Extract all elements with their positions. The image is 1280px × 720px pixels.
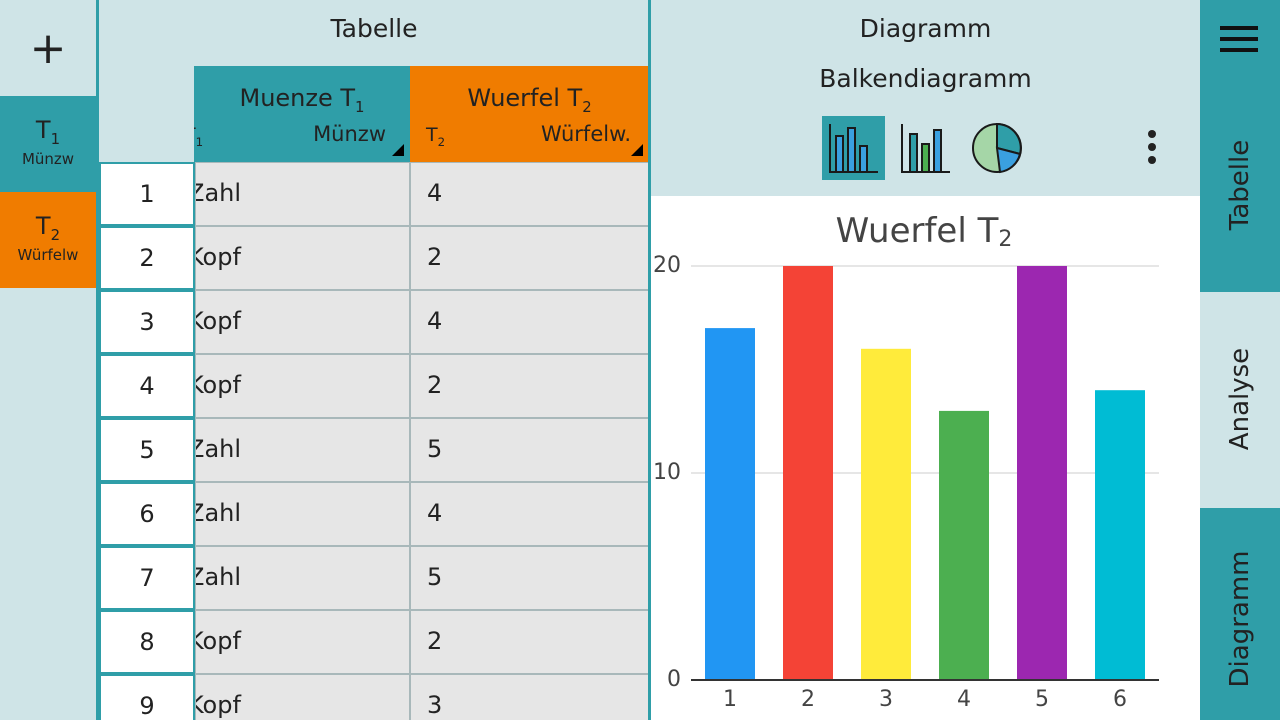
cell: Kopf [195,610,410,674]
column-var-sub: 1 [195,134,204,149]
column-header[interactable]: Wuerfel T2 T2 Würfelw. [410,66,649,162]
column-sub: 2 [582,97,592,116]
chart-kind: Balkendiagramm [819,64,1032,93]
sheet-tab[interactable]: T2 Würfelw [0,192,96,288]
corner [392,144,404,156]
y-tick-label: 10 [653,460,681,485]
column-name: Muenze T [239,84,356,112]
cell: Kopf [195,226,410,290]
tab-caption: Würfelw [17,245,79,264]
nav-label: Diagramm [1225,550,1255,688]
panel-title: Diagramm [859,14,992,43]
bar [705,328,755,680]
cell-text: Zahl [196,179,242,207]
row-number: 2 [99,226,195,290]
chart-title: Wuerfel T2 [836,211,1013,253]
x-tick-label: 6 [1113,687,1127,712]
column-var: T [194,124,196,146]
cell-text: Kopf [196,307,241,335]
chart-title-sub: 2 [998,227,1012,252]
hamburger[interactable] [1220,26,1260,54]
cell-text: Kopf [196,691,241,719]
cell-text: Kopf [196,371,241,399]
divider [648,0,651,720]
tab-label: T [35,116,51,144]
column-kind: Münzw [313,122,386,146]
cell: 2 [410,610,649,674]
column-kind: Würfelw. [540,122,631,146]
tab-caption: Münzw [21,149,75,168]
divider [96,0,99,720]
cell-text: Zahl [196,499,242,527]
cell: Zahl [195,546,410,610]
cell: 4 [410,162,649,226]
cell: Zahl [195,162,410,226]
y-tick-label: 0 [667,667,681,692]
tab-sub: 1 [50,129,61,148]
cell: Zahl [195,418,410,482]
column-name: Wuerfel T [467,84,583,112]
sheet-tab[interactable]: T1 Münzw [0,96,96,192]
bar [1017,266,1067,680]
tab-sub: 2 [50,225,61,244]
chart-type-icons[interactable] [820,114,1030,182]
nav-tab[interactable]: Diagramm [1200,508,1280,720]
x-tick-label: 5 [1035,687,1049,712]
cell-text: Kopf [196,243,241,271]
row-number: 9 [99,674,195,720]
nav-tab[interactable]: Analyse [1200,294,1280,506]
cell: Kopf [195,674,410,720]
nav-label: Tabelle [1225,139,1255,231]
bar [939,410,989,680]
cell: 5 [410,546,649,610]
row-number: 3 [99,290,195,354]
more-menu[interactable] [1140,128,1164,168]
row-number: 7 [99,546,195,610]
x-tick-label: 2 [801,687,815,712]
column-sub: 1 [355,97,365,116]
cell: Kopf [195,354,410,418]
nav-tab[interactable]: Tabelle [1200,0,1280,292]
tab-label: T [35,212,51,240]
row-number: 8 [99,610,195,674]
x-tick-label: 4 [957,687,971,712]
bar [1095,390,1145,680]
cell: 4 [410,290,649,354]
bar [861,348,911,680]
cell-text: Kopf [196,627,241,655]
corner [631,144,643,156]
row-number: 6 [99,482,195,546]
cell: Zahl [195,482,410,546]
column-var: T [426,124,438,146]
x-tick-label: 3 [879,687,893,712]
cell: 2 [410,226,649,290]
add-button[interactable]: + [29,22,67,74]
x-tick-label: 1 [723,687,737,712]
bar [783,266,833,680]
panel-title: Tabelle [330,14,418,43]
row-number: 4 [99,354,195,418]
cell: Kopf [195,290,410,354]
y-tick-label: 20 [653,253,681,278]
row-number: 1 [99,162,195,226]
cell: 4 [410,482,649,546]
cell-text: Zahl [196,435,242,463]
column-header[interactable]: Muenze T1 T1 Münzw [194,66,410,162]
column-var-sub: 2 [437,134,446,149]
nav-label: Analyse [1225,347,1255,451]
cell: 2 [410,354,649,418]
cell: 5 [410,418,649,482]
row-number: 5 [99,418,195,482]
cell-text: Zahl [196,563,242,591]
chart-title-text: Wuerfel T [836,211,999,251]
